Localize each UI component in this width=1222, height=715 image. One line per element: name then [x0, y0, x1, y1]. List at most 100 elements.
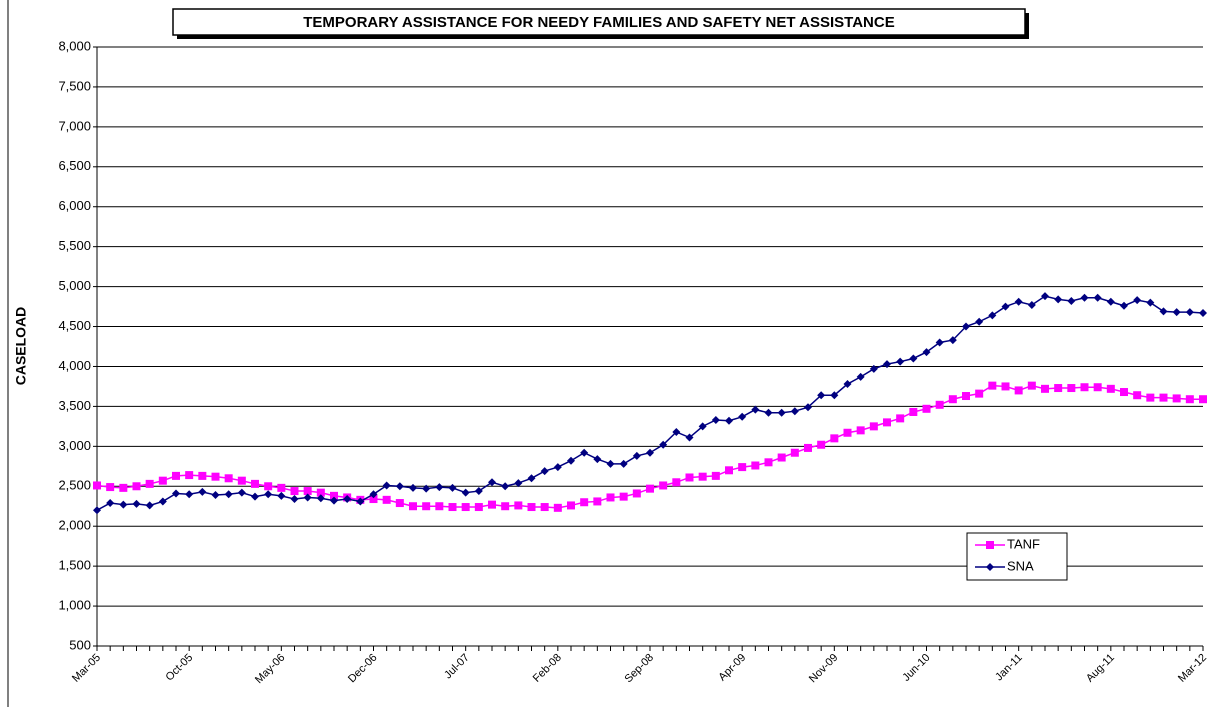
marker [1106, 384, 1115, 393]
marker [211, 472, 220, 481]
marker [962, 392, 970, 401]
marker [988, 381, 997, 390]
marker [185, 471, 194, 480]
x-tick-label: Jul-07 [442, 652, 472, 682]
y-tick-label: 2,000 [58, 518, 91, 533]
marker [211, 491, 220, 500]
marker [316, 488, 325, 497]
marker [646, 484, 654, 493]
marker [856, 426, 865, 435]
marker [474, 503, 483, 512]
marker [986, 563, 994, 571]
marker [619, 459, 628, 468]
marker [843, 380, 852, 389]
marker [751, 405, 760, 414]
marker [567, 456, 575, 465]
marker [93, 481, 101, 490]
marker [883, 360, 891, 369]
title-box [172, 8, 1026, 36]
marker [1199, 395, 1207, 404]
x-tick-label: Mar-05 [70, 652, 103, 685]
x-tick-label: Oct-05 [163, 652, 195, 684]
marker [224, 490, 233, 499]
marker [553, 463, 562, 472]
marker [527, 503, 536, 512]
marker [698, 472, 707, 481]
marker [1041, 292, 1049, 301]
legend-box [966, 532, 1068, 581]
y-tick-label: 5,000 [58, 278, 91, 293]
marker [1080, 293, 1089, 302]
x-tick-label: May-06 [253, 652, 287, 686]
marker [738, 463, 747, 472]
marker [158, 476, 167, 485]
marker [1014, 297, 1023, 306]
marker [119, 500, 128, 509]
marker [527, 474, 536, 483]
marker [1001, 382, 1010, 391]
marker [553, 503, 562, 512]
marker [948, 395, 957, 404]
marker [277, 491, 286, 500]
y-tick-label: 5,500 [58, 238, 91, 253]
marker [962, 322, 970, 331]
marker [935, 400, 944, 409]
marker [751, 461, 760, 470]
marker [369, 490, 378, 499]
marker [711, 415, 720, 424]
marker [145, 479, 154, 488]
marker [330, 491, 338, 500]
marker [1159, 393, 1168, 402]
marker [606, 493, 615, 502]
marker [593, 455, 602, 464]
marker [185, 490, 194, 499]
marker [986, 541, 994, 549]
marker [606, 459, 615, 468]
marker [567, 501, 575, 510]
marker [461, 488, 470, 497]
marker [1120, 301, 1128, 310]
marker [883, 418, 891, 427]
marker [632, 489, 641, 498]
marker [343, 495, 352, 504]
marker [435, 502, 444, 511]
marker [896, 357, 905, 366]
y-tick-label: 3,500 [58, 398, 91, 413]
y-tick-label: 500 [69, 637, 91, 652]
marker [1067, 296, 1076, 305]
legend-label: SNA [1007, 558, 1034, 573]
marker [172, 471, 180, 480]
marker [1080, 383, 1089, 392]
marker [1146, 298, 1155, 307]
marker [685, 473, 694, 482]
marker [198, 487, 207, 496]
marker [488, 500, 496, 509]
marker [1027, 300, 1036, 309]
marker [896, 414, 905, 423]
marker [619, 492, 628, 501]
marker [646, 448, 654, 457]
marker [580, 498, 589, 507]
marker [1146, 393, 1155, 402]
marker [356, 497, 365, 506]
marker [843, 428, 852, 437]
marker [1172, 394, 1181, 403]
marker [790, 448, 799, 457]
marker [777, 453, 786, 462]
marker [975, 317, 984, 326]
marker [106, 483, 115, 492]
chart-title: TEMPORARY ASSISTANCE FOR NEEDY FAMILIES … [303, 14, 894, 31]
marker [316, 494, 325, 503]
y-axis-label: CASELOAD [13, 307, 29, 386]
marker [856, 372, 865, 381]
marker [1106, 297, 1115, 306]
marker [409, 483, 417, 492]
marker [93, 506, 101, 515]
marker [422, 502, 431, 511]
marker [330, 496, 338, 505]
x-tick-label: Jan-11 [993, 652, 1025, 684]
marker [514, 501, 523, 510]
marker [817, 440, 826, 449]
marker [817, 391, 826, 400]
marker [764, 408, 773, 417]
